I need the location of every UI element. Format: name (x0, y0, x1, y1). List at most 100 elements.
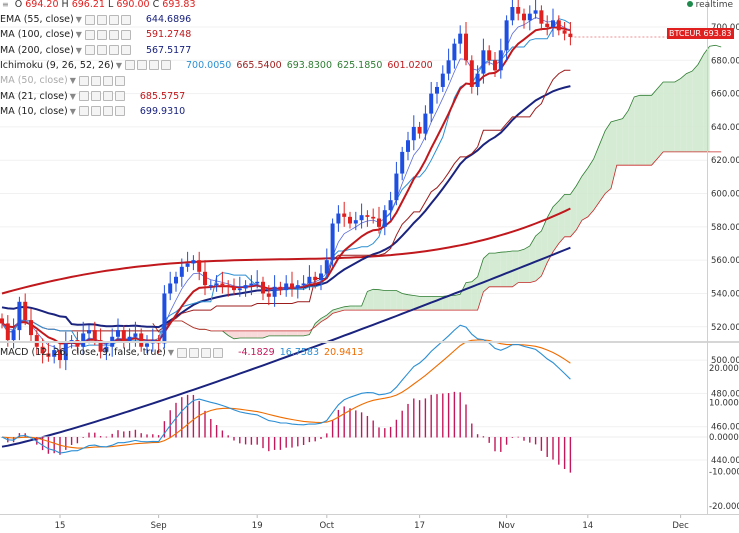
macd-tick-label: -20.0000 (709, 502, 739, 512)
candle-body (23, 301, 28, 321)
cloud-segment (268, 330, 275, 336)
collapse-icon[interactable]: ≡ (2, 0, 9, 9)
cloud-segment (657, 81, 664, 159)
candle-body (98, 340, 103, 352)
close-icon[interactable] (120, 14, 131, 25)
time-tick-label: Dec (672, 521, 689, 531)
time-tick-label: 19 (252, 521, 263, 531)
eye-icon[interactable] (84, 45, 95, 56)
eye-icon[interactable] (125, 60, 135, 71)
close-icon[interactable] (161, 60, 171, 71)
add-icon[interactable] (201, 347, 212, 358)
candle-body (0, 318, 4, 324)
indicator-value: 601.0200 (387, 59, 433, 71)
add-icon[interactable] (102, 106, 113, 117)
cloud-segment (547, 206, 553, 263)
senkou-span-b-line (152, 151, 722, 333)
eye-icon[interactable] (78, 91, 89, 101)
close-icon[interactable] (213, 347, 224, 358)
add-icon[interactable] (102, 91, 113, 101)
cloud-segment (541, 217, 548, 276)
caret-down-icon[interactable]: ▼ (167, 348, 175, 357)
candle-body (168, 283, 173, 294)
settings-icon[interactable] (96, 45, 107, 56)
caret-down-icon[interactable]: ▼ (75, 30, 82, 40)
candle-body (417, 126, 422, 134)
candle-body (81, 333, 86, 347)
settings-icon[interactable] (96, 29, 107, 40)
settings-icon[interactable] (90, 106, 101, 117)
cloud-segment (413, 295, 420, 311)
candle-body (104, 346, 109, 352)
ticker-value: 693.83 (703, 29, 732, 38)
caret-down-icon[interactable]: ▼ (115, 60, 122, 70)
candle-body (58, 350, 62, 361)
cloud-segment (500, 251, 507, 287)
indicator-name: MA (50, close) (0, 75, 68, 87)
candle-body (440, 73, 445, 87)
cloud-segment (280, 330, 287, 336)
close-icon[interactable] (114, 91, 125, 101)
pane-divider[interactable] (0, 341, 739, 343)
cloud-segment (645, 95, 652, 166)
add-icon[interactable] (102, 75, 113, 86)
candle-body (487, 50, 492, 61)
indicator-value: 591.2748 (145, 29, 192, 41)
settings-icon[interactable] (137, 60, 147, 71)
candle-body (307, 276, 312, 284)
candle-body (162, 293, 167, 344)
candle-body (139, 333, 144, 347)
candle-body (116, 330, 120, 337)
eye-icon[interactable] (177, 347, 188, 358)
close-icon[interactable] (114, 75, 125, 86)
eye-icon[interactable] (78, 75, 89, 86)
macd-pane (0, 324, 707, 473)
settings-icon[interactable] (96, 14, 107, 25)
macd-tick-label: 0.0000 (709, 433, 739, 443)
cloud-segment (326, 310, 333, 319)
low-value: 690.00 (116, 0, 150, 10)
caret-down-icon[interactable]: ▼ (75, 45, 82, 55)
candle-body (510, 7, 515, 21)
settings-icon[interactable] (90, 91, 101, 101)
candle-body (406, 140, 410, 152)
add-icon[interactable] (108, 29, 119, 40)
caret-down-icon[interactable]: ▼ (69, 91, 76, 101)
eye-icon[interactable] (84, 14, 95, 25)
close-icon[interactable] (120, 45, 131, 56)
candle-body (400, 151, 405, 174)
open-value: 694.20 (25, 0, 59, 10)
candle-body (313, 276, 318, 281)
candle-body (290, 283, 294, 289)
candle-body (127, 336, 132, 342)
add-icon[interactable] (108, 14, 119, 25)
candle-body (359, 215, 364, 221)
cloud-segment (396, 290, 403, 311)
indicator-name: Ichimoku (9, 26, 52, 26) (0, 59, 114, 71)
indicator-buttons (84, 12, 133, 27)
add-icon[interactable] (149, 60, 159, 71)
price-tick-label: 600.00 (711, 190, 739, 200)
add-icon[interactable] (108, 45, 119, 56)
close-icon[interactable] (120, 29, 131, 40)
indicator-buttons (177, 345, 225, 360)
eye-icon[interactable] (78, 106, 89, 117)
cloud-segment (692, 64, 698, 152)
candle-body (243, 285, 248, 289)
settings-icon[interactable] (90, 75, 101, 86)
candle-body (365, 215, 370, 217)
candle-body (63, 343, 68, 361)
settings-icon[interactable] (189, 347, 200, 358)
caret-down-icon[interactable]: ▼ (69, 106, 76, 116)
caret-down-icon[interactable]: ▼ (75, 15, 82, 24)
close-icon[interactable] (114, 106, 125, 117)
candle-body (516, 7, 521, 14)
time-axis-border (0, 514, 739, 515)
eye-icon[interactable] (84, 29, 95, 40)
indicator-buttons (84, 27, 133, 42)
indicator-legend-row: EMA (55, close) ▼ 644.6896 (0, 12, 191, 27)
cloud-segment (640, 95, 646, 166)
caret-down-icon[interactable]: ▼ (69, 76, 76, 86)
cloud-segment (350, 305, 356, 311)
